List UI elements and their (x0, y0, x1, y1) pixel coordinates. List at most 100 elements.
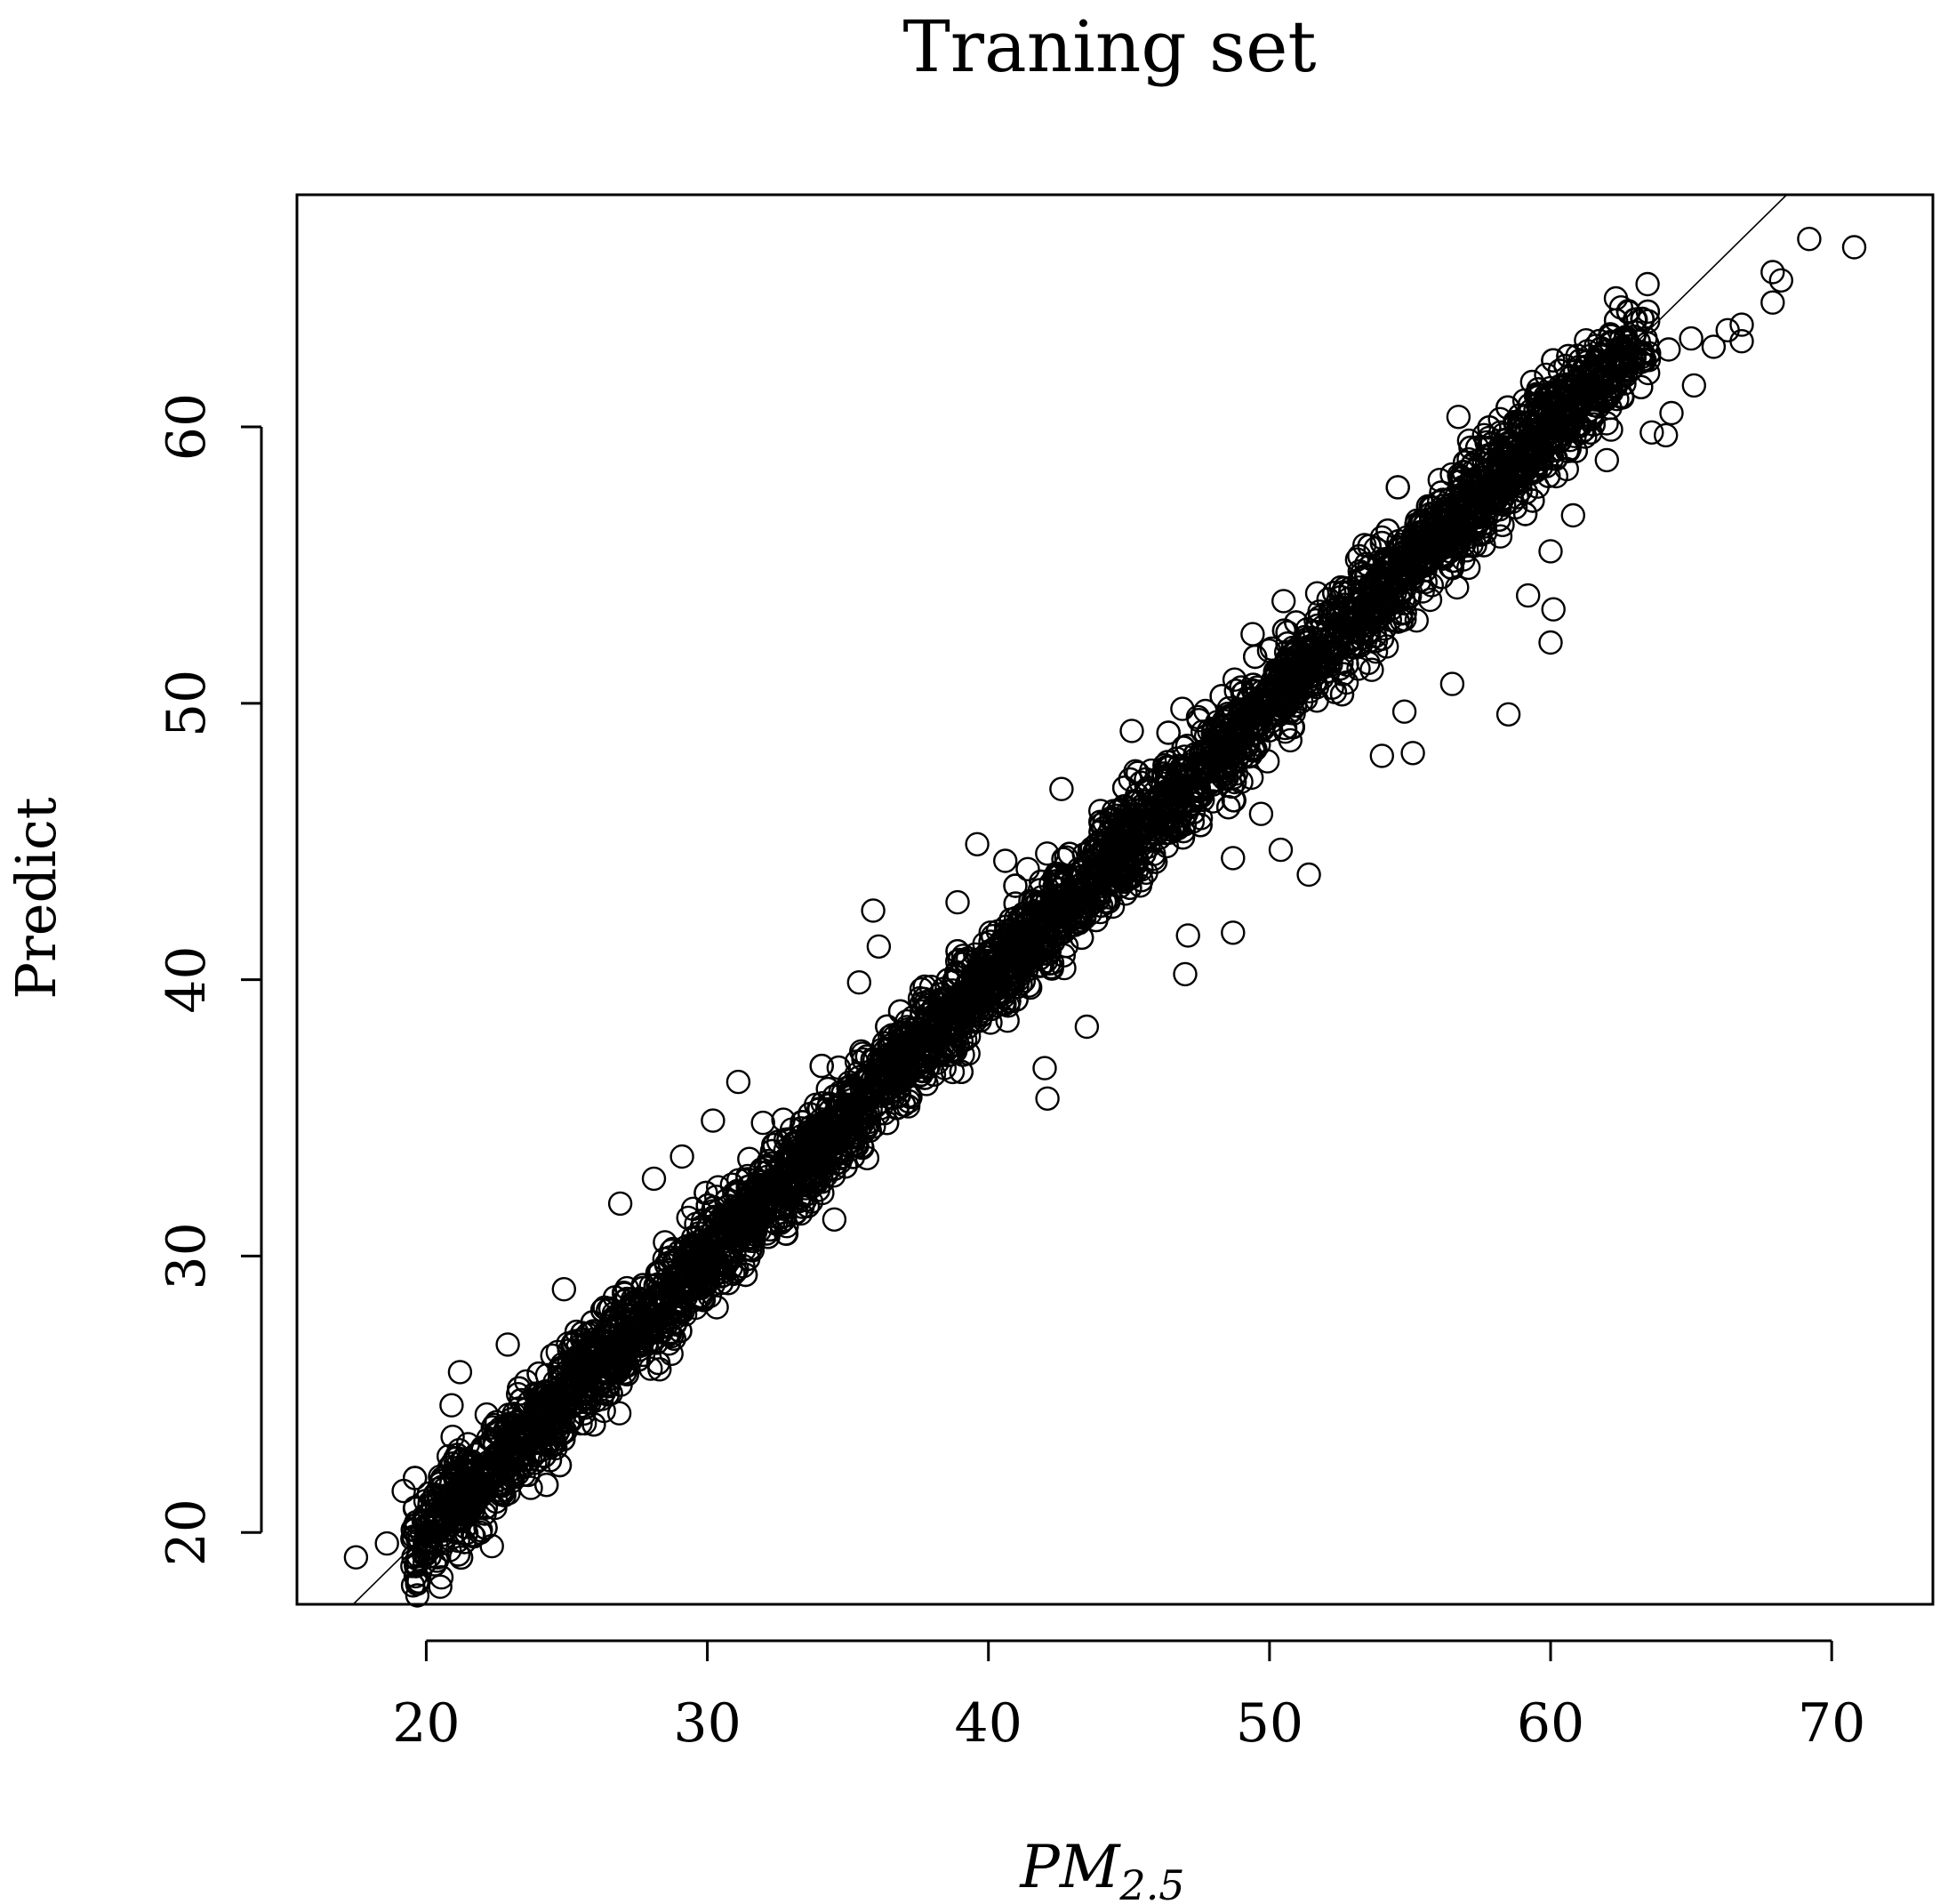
data-point (406, 1569, 431, 1594)
data-point (1152, 752, 1177, 778)
data-point (1222, 788, 1247, 813)
data-point (1029, 869, 1054, 895)
data-point (1615, 299, 1641, 324)
data-point (507, 1376, 532, 1401)
data-point (1364, 566, 1389, 591)
data-point (653, 1252, 679, 1277)
data-point (701, 1262, 726, 1288)
data-point (955, 995, 980, 1021)
data-point (854, 1044, 879, 1069)
data-point (887, 999, 913, 1024)
data-point (1052, 955, 1077, 981)
data-point (1004, 905, 1029, 931)
data-point (811, 1121, 836, 1145)
data-point (1332, 575, 1358, 601)
data-point (1583, 349, 1609, 374)
data-point (454, 1461, 480, 1487)
data-point (626, 1347, 651, 1372)
data-point (1582, 383, 1607, 409)
data-point (1099, 807, 1124, 832)
data-point (822, 1207, 847, 1233)
data-point (1215, 795, 1241, 820)
data-point (748, 1160, 773, 1185)
data-point (403, 1466, 428, 1490)
data-point (1635, 299, 1661, 325)
data-point (1455, 555, 1481, 581)
data-point (1357, 534, 1382, 558)
data-point (912, 974, 937, 1000)
data-point (997, 989, 1022, 1014)
data-point (1581, 412, 1607, 437)
data-point (896, 1089, 921, 1114)
data-point (1528, 454, 1554, 478)
data-point (1295, 630, 1320, 655)
data-point (1044, 861, 1070, 887)
data-point (871, 1031, 897, 1056)
data-point (939, 1032, 965, 1058)
data-point (1369, 530, 1395, 556)
data-point (1212, 761, 1238, 786)
data-point (1463, 517, 1487, 542)
data-point (1389, 600, 1414, 625)
data-point (1431, 546, 1456, 571)
data-point (1599, 417, 1623, 442)
data-point (863, 1076, 888, 1102)
data-point (1385, 475, 1410, 500)
data-point (931, 986, 956, 1011)
data-point (1451, 460, 1476, 485)
data-point (1359, 657, 1384, 682)
data-point (1256, 718, 1282, 743)
data-point (1030, 889, 1055, 915)
data-point (970, 995, 995, 1021)
data-point (1520, 488, 1545, 513)
data-point (661, 1326, 686, 1351)
data-point (1215, 702, 1240, 727)
data-point (1327, 616, 1351, 642)
data-point (1487, 507, 1511, 532)
data-point (735, 1246, 761, 1272)
data-point (440, 1424, 465, 1450)
data-point (888, 1026, 913, 1051)
data-point (1594, 382, 1620, 406)
data-point (1505, 464, 1531, 489)
data-point (901, 1005, 926, 1030)
data-point (733, 1262, 758, 1288)
data-point (1556, 343, 1581, 369)
data-point (809, 1053, 834, 1079)
data-point (1629, 374, 1654, 399)
data-point (687, 1228, 713, 1254)
data-point (1386, 586, 1412, 611)
data-point (429, 1564, 454, 1590)
data-points (343, 227, 1867, 1608)
data-point (534, 1472, 559, 1498)
data-point (1630, 307, 1655, 332)
data-point (1329, 682, 1355, 707)
data-point (1567, 348, 1592, 374)
data-point (1278, 727, 1303, 753)
data-point (949, 1059, 974, 1085)
data-point (1229, 675, 1254, 700)
data-point (929, 1000, 954, 1025)
data-point (1628, 349, 1654, 374)
data-point (1198, 770, 1223, 796)
data-point (1239, 765, 1264, 791)
data-point (750, 1110, 775, 1136)
data-point (638, 1356, 663, 1381)
data-point (931, 976, 957, 1001)
data-point (1203, 759, 1228, 783)
data-point (836, 1075, 861, 1100)
data-point (1320, 598, 1345, 623)
data-point (1493, 427, 1518, 453)
data-point (1363, 584, 1388, 609)
chart-title: Traning set (902, 5, 1316, 88)
data-point (1107, 874, 1133, 899)
data-point (833, 1153, 858, 1179)
data-point (653, 1283, 677, 1308)
data-point (1440, 548, 1466, 574)
data-point (1463, 533, 1487, 558)
data-point (1562, 359, 1588, 384)
data-point (1464, 435, 1490, 460)
data-point (709, 1270, 734, 1296)
data-point (1321, 641, 1346, 666)
